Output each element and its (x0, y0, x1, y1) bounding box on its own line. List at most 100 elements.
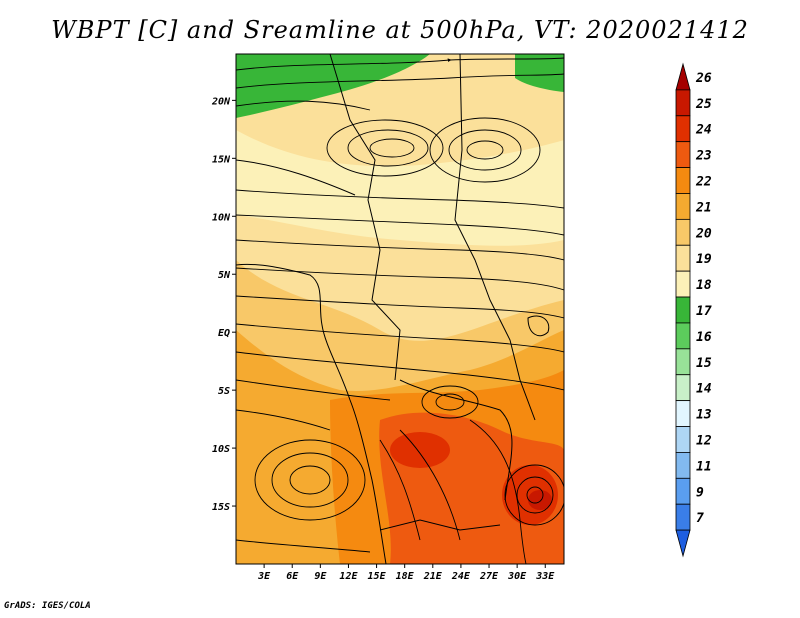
streamline (469, 419, 527, 564)
streamline (236, 189, 564, 209)
lon-label: 15E (368, 571, 387, 582)
streamline (379, 439, 421, 541)
coastline (236, 263, 387, 564)
field-green-ne (515, 54, 564, 92)
colorbar-label: 20 (695, 226, 712, 241)
vortex-southeast (526, 486, 544, 504)
streamline (236, 351, 564, 391)
colorbar-segment (675, 426, 691, 453)
streamline (236, 539, 371, 553)
lon-label: 33E (535, 571, 555, 582)
lat-label: 10S (212, 444, 230, 455)
shaded-field (236, 54, 564, 564)
lon-label: 3E (257, 571, 271, 582)
streamline (236, 57, 564, 71)
lon-label: 27E (479, 571, 499, 582)
lon-label: 30E (507, 571, 527, 582)
colorbar-segment (675, 193, 691, 220)
streamline (236, 323, 564, 353)
vortex-north-east (466, 140, 504, 160)
lon-axis: 3E 6E 9E 12E 15E 18E 21E 24E 27E 30E 33E (257, 564, 555, 582)
streamlines (236, 57, 564, 564)
vortex-southwest (289, 465, 331, 495)
colorbar-label: 18 (696, 278, 712, 293)
vortex-north-west (369, 138, 415, 158)
chart-title: WBPT [C] and Sreamline at 500hPa, VT: 20… (51, 16, 749, 44)
colorbar-segment (675, 400, 691, 427)
vortex-southwest (271, 452, 349, 508)
colorbar-segment (675, 477, 691, 505)
lon-label: 21E (423, 571, 443, 582)
colorbar-label: 16 (696, 330, 712, 345)
colorbar-label: 21 (695, 200, 712, 215)
colorbar-segment (675, 167, 691, 194)
colorbar-segment (675, 374, 691, 402)
vortex-south-central (435, 393, 465, 411)
colorbar-segment (675, 322, 691, 350)
border-line-5 (379, 519, 501, 531)
lat-label: 20N (211, 96, 231, 107)
colorbar: 26 25 24 23 22 21 20 19 18 17 16 15 14 13 12 11 9 7 (675, 62, 712, 558)
lon-label: 6E (286, 571, 299, 582)
colorbar-label: 13 (696, 408, 712, 423)
field-green-north (236, 54, 430, 118)
streamline (236, 73, 564, 89)
vortex-north-east (429, 117, 541, 183)
vortex-north-east (448, 129, 522, 171)
streamline (399, 429, 461, 541)
streamline (236, 379, 391, 401)
colorbar-segment (675, 244, 691, 272)
lake-victoria (527, 315, 550, 337)
lat-label: 10N (212, 212, 231, 223)
grads-footer: GrADS: IGES/COLA (4, 601, 91, 611)
colorbar-label: 26 (695, 71, 712, 86)
streamline (236, 295, 564, 319)
colorbar-segment (675, 270, 691, 298)
colorbar-label: 14 (696, 382, 712, 397)
colorbar-segment (675, 89, 691, 117)
colorbar-label: 7 (696, 511, 704, 526)
lon-label: 24E (451, 571, 471, 582)
colorbar-label: 24 (695, 123, 712, 138)
lat-axis: 20N 15N 10N 5N EQ 5S 10S 15S (211, 96, 236, 513)
streamline (236, 239, 564, 261)
border-line-2 (454, 54, 536, 421)
field-hot-core-1 (390, 432, 450, 468)
streamline (236, 409, 331, 431)
colorbar-label: 15 (696, 356, 712, 371)
lat-label: 5S (218, 386, 230, 397)
colorbar-label: 19 (696, 252, 712, 267)
streamline (236, 100, 371, 111)
plot-frame (235, 53, 565, 565)
colorbar-label: 25 (695, 97, 712, 112)
vortex-north-west (347, 129, 429, 167)
lat-label: EQ (218, 328, 230, 339)
vortex-southeast (504, 464, 564, 526)
colorbar-segment (675, 218, 691, 246)
streamline (236, 267, 564, 291)
lon-label: 9E (314, 571, 327, 582)
colorbar-top-triangle (675, 62, 691, 91)
border-line-3 (236, 159, 356, 196)
colorbar-label: 9 (696, 485, 704, 500)
lon-label: 12E (339, 571, 358, 582)
lat-label: 5N (218, 270, 231, 281)
colorbar-label: 23 (695, 149, 712, 164)
vortex-southeast (516, 476, 554, 514)
lat-label: 15N (212, 154, 231, 165)
colorbar-segment (675, 141, 691, 168)
streamline (236, 214, 564, 236)
colorbar-bottom-triangle (675, 529, 691, 558)
field-hot-spot (528, 490, 552, 510)
lon-label: 18E (396, 571, 415, 582)
colorbar-segment (675, 452, 691, 479)
colorbar-label: 17 (696, 304, 712, 319)
colorbar-segment (675, 348, 691, 376)
vortex-south-central (421, 385, 479, 419)
vortex-north-west (326, 119, 444, 177)
colorbar-segment (675, 503, 691, 531)
vortex-southwest (254, 439, 366, 521)
border-line-1 (329, 54, 401, 381)
colorbar-segment (675, 115, 691, 143)
